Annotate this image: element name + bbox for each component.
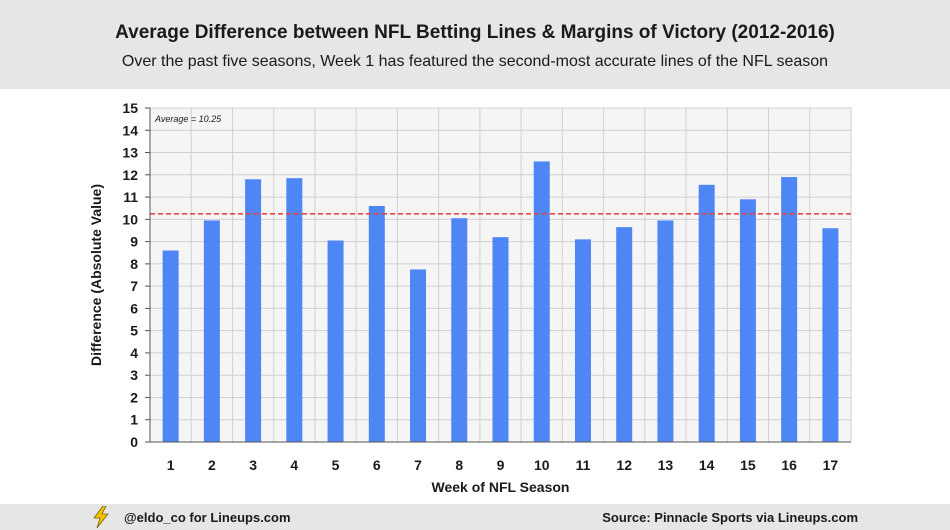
bar-week-17 bbox=[822, 228, 839, 442]
bar-week-3 bbox=[245, 179, 262, 442]
bar-week-10 bbox=[533, 161, 550, 442]
x-tick-label: 17 bbox=[823, 457, 839, 473]
y-tick-label: 10 bbox=[122, 211, 138, 227]
x-tick-label: 16 bbox=[781, 457, 797, 473]
bar-week-7 bbox=[410, 269, 427, 442]
y-tick-label: 8 bbox=[130, 256, 138, 272]
y-tick-label: 6 bbox=[130, 300, 138, 316]
bar-week-4 bbox=[286, 178, 303, 442]
bar-week-13 bbox=[657, 220, 674, 442]
x-tick-label: 11 bbox=[576, 457, 591, 473]
y-axis-title: Difference (Absolute Value) bbox=[88, 184, 104, 366]
y-tick-label: 13 bbox=[122, 145, 138, 161]
x-tick-label: 4 bbox=[290, 457, 298, 473]
y-tick-label: 11 bbox=[123, 189, 138, 205]
lightning-bolt-icon bbox=[93, 506, 109, 528]
y-tick-label: 0 bbox=[130, 434, 138, 450]
x-tick-label: 8 bbox=[455, 457, 463, 473]
y-tick-label: 15 bbox=[122, 100, 138, 116]
x-axis-title: Week of NFL Season bbox=[432, 479, 570, 495]
chart-subtitle: Over the past five seasons, Week 1 has f… bbox=[121, 53, 829, 70]
y-tick-label: 14 bbox=[122, 122, 138, 138]
footer-credit: @eldo_co for Lineups.com bbox=[124, 510, 291, 525]
chart-header: Average Difference between NFL Betting L… bbox=[0, 0, 950, 89]
bar-week-5 bbox=[327, 240, 344, 442]
bar-week-2 bbox=[203, 220, 220, 442]
x-tick-label: 5 bbox=[332, 457, 340, 473]
y-tick-label: 7 bbox=[130, 278, 138, 294]
x-tick-label: 12 bbox=[616, 457, 632, 473]
x-tick-label: 15 bbox=[740, 457, 756, 473]
x-tick-label: 10 bbox=[534, 457, 550, 473]
bar-week-9 bbox=[492, 237, 509, 442]
bar-week-11 bbox=[574, 239, 591, 442]
bar-week-15 bbox=[739, 199, 756, 442]
chart-footer: @eldo_co for Lineups.com Source: Pinnacl… bbox=[0, 504, 950, 530]
bar-week-8 bbox=[451, 218, 468, 442]
bar-week-6 bbox=[368, 205, 385, 442]
bar-week-12 bbox=[616, 227, 633, 442]
footer-source: Source: Pinnacle Sports via Lineups.com bbox=[602, 510, 858, 525]
bar-week-1 bbox=[162, 250, 179, 442]
y-tick-label: 1 bbox=[130, 412, 138, 428]
x-tick-label: 6 bbox=[373, 457, 381, 473]
x-tick-label: 7 bbox=[414, 457, 422, 473]
bar-week-14 bbox=[698, 184, 715, 442]
x-tick-label: 2 bbox=[208, 457, 216, 473]
y-tick-label: 5 bbox=[130, 323, 138, 339]
y-tick-label: 3 bbox=[130, 367, 138, 383]
y-tick-label: 4 bbox=[130, 345, 138, 361]
x-tick-label: 13 bbox=[658, 457, 674, 473]
average-label: Average = 10.25 bbox=[154, 114, 222, 124]
x-tick-label: 9 bbox=[497, 457, 505, 473]
y-tick-label: 9 bbox=[130, 234, 138, 250]
y-tick-label: 2 bbox=[130, 389, 138, 405]
y-tick-label: 12 bbox=[122, 167, 138, 183]
bar-week-16 bbox=[781, 177, 798, 442]
chart-title: Average Difference between NFL Betting L… bbox=[115, 22, 835, 43]
x-tick-label: 14 bbox=[699, 457, 715, 473]
x-tick-label: 1 bbox=[167, 457, 175, 473]
x-tick-label: 3 bbox=[249, 457, 257, 473]
